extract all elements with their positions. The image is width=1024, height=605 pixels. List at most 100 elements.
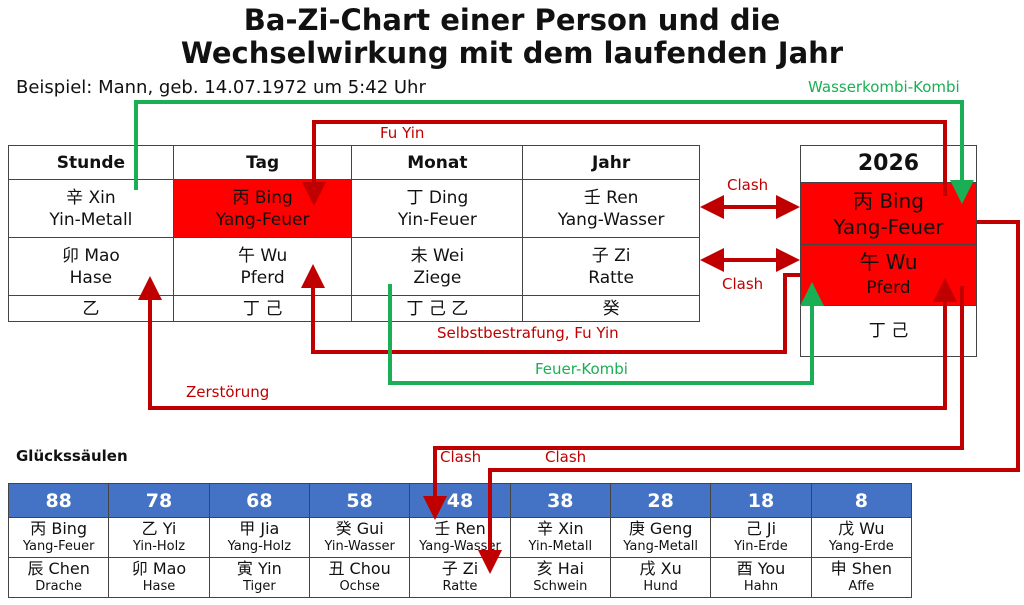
- luck-stem-cell: 己 Ji Yin-Erde: [710, 517, 812, 558]
- hidden-stems: 乙: [8, 295, 174, 322]
- luck-stem-cell: 庚 Geng Yang-Metall: [609, 517, 712, 558]
- luck-age: 78: [108, 483, 210, 518]
- animal: Hahn: [743, 578, 779, 594]
- branch: 午 Wu: [237, 245, 288, 266]
- arrow-zerstoerung: [138, 276, 957, 410]
- stem: 丙 Bing: [232, 187, 293, 208]
- stem-element: Yin-Metall: [528, 538, 593, 554]
- label-clash-1: Clash: [727, 176, 769, 194]
- subtitle: Beispiel: Mann, geb. 14.07.1972 um 5:42 …: [16, 77, 426, 98]
- luck-pillars-table: 88 78 68 58 48 38 28 18 8 丙 Bing Yang-Feuer 乙 Yi Yin…: [7, 483, 913, 598]
- header-tag: Tag: [172, 145, 353, 180]
- luck-branch-cell: 申 Shen Affe: [810, 557, 913, 598]
- stem-element: Yang-Wasser: [419, 538, 501, 554]
- animal: Schwein: [533, 578, 588, 594]
- year-hidden-stems: 丁 己: [800, 305, 977, 357]
- stem: 甲 Jia: [239, 518, 280, 538]
- luck-stem-cell: 戊 Wu Yang-Erde: [810, 517, 913, 558]
- label-clash-2: Clash: [722, 275, 764, 293]
- header-stunde: Stunde: [8, 145, 174, 180]
- label-clash-3: Clash: [440, 448, 482, 466]
- label-clash-4: Clash: [545, 448, 587, 466]
- stem-cell: 壬 Ren Yang-Wasser: [522, 179, 700, 238]
- arrow-selbstbestrafung: [301, 264, 800, 354]
- animal: Affe: [848, 578, 875, 594]
- luck-age: 58: [308, 483, 411, 518]
- luck-stem-cell: 癸 Gui Yin-Wasser: [308, 517, 411, 558]
- stem: 辛 Xin: [66, 187, 116, 208]
- arrow-clash-luck-branch: [478, 220, 1020, 574]
- stem: 戊 Wu: [838, 518, 885, 538]
- animal: Hund: [643, 578, 678, 594]
- luck-branch-cell: 亥 Hai Schwein: [509, 557, 611, 598]
- arrow-clash-luck-stem: [423, 286, 964, 520]
- animal: Hase: [69, 267, 113, 288]
- stem: 己 Ji: [745, 518, 777, 538]
- stem: 癸 Gui: [335, 518, 384, 538]
- title: Ba-Zi-Chart einer Person und die Wechselw…: [0, 4, 1024, 70]
- luck-branch-cell: 卯 Mao Hase: [108, 557, 210, 598]
- stem-cell: 辛 Xin Yin-Metall: [8, 179, 174, 238]
- arrow-feuer-kombi: [388, 282, 824, 385]
- animal: Hase: [142, 578, 176, 594]
- branch: 寅 Yin: [236, 558, 282, 578]
- stem: 丙 Bing: [852, 188, 924, 213]
- branch: 卯 Mao: [61, 245, 120, 266]
- stem-element: Yin-Wasser: [324, 538, 395, 554]
- stem: 丙 Bing: [30, 518, 88, 538]
- luck-age: 38: [509, 483, 611, 518]
- bazi-table: Stunde Tag Monat Jahr 辛 Xin Yin-Metall 丙 …: [8, 145, 700, 322]
- stem-element: Yang-Wasser: [557, 209, 665, 230]
- luck-branch-cell: 子 Zi Ratte: [409, 557, 511, 598]
- stem-element: Yang-Feuer: [833, 214, 944, 239]
- branch: 子 Zi: [591, 245, 631, 266]
- luck-stem-cell: 甲 Jia Yang-Holz: [208, 517, 310, 558]
- luck-branch-cell: 丑 Chou Ochse: [308, 557, 411, 598]
- stem: 庚 Geng: [628, 518, 693, 538]
- stem-element: Yang-Holz: [227, 538, 292, 554]
- label-zerstoerung: Zerstörung: [186, 383, 270, 401]
- stem-element: Yang-Feuer: [215, 209, 310, 230]
- luck-branch-cell: 辰 Chen Drache: [7, 557, 110, 598]
- animal: Ochse: [339, 578, 380, 594]
- arrow-fuyin: [302, 120, 947, 206]
- branch: 丑 Chou: [328, 558, 391, 578]
- branch: 未 Wei: [410, 245, 465, 266]
- luck-branch-cell: 酉 You Hahn: [710, 557, 812, 598]
- stem-element: Yin-Metall: [49, 209, 133, 230]
- branch: 午 Wu: [859, 250, 918, 274]
- luck-branch-cell: 寅 Yin Tiger: [208, 557, 310, 598]
- arrow-wasserkombi: [134, 100, 974, 204]
- branch: 亥 Hai: [536, 558, 584, 578]
- header-jahr: Jahr: [522, 145, 700, 180]
- header-monat: Monat: [351, 145, 524, 180]
- title-line-2: Wechselwirkung mit dem laufenden Jahr: [180, 36, 844, 70]
- luck-age: 88: [7, 483, 110, 518]
- luck-age: 8: [810, 483, 913, 518]
- luck-branch-cell: 戌 Xu Hund: [609, 557, 712, 598]
- stem-element: Yin-Feuer: [397, 209, 477, 230]
- luck-title: Glückssäulen: [16, 447, 128, 465]
- label-selbstbestrafung: Selbstbestrafung, Fu Yin: [437, 324, 619, 342]
- animal: Drache: [35, 578, 83, 594]
- branch: 戌 Xu: [639, 558, 682, 578]
- branch: 子 Zi: [441, 558, 479, 578]
- branch: 酉 You: [736, 558, 786, 578]
- label-feuer-kombi: Feuer-Kombi: [535, 360, 628, 378]
- title-line-1: Ba-Zi-Chart einer Person und die: [243, 3, 781, 37]
- stem-element: Yang-Metall: [623, 538, 699, 554]
- stem-element: Yang-Erde: [828, 538, 894, 554]
- stem: 壬 Ren: [434, 518, 486, 538]
- stem: 丁 Ding: [406, 187, 469, 208]
- branch: 卯 Mao: [131, 558, 187, 578]
- stem-element: Yin-Erde: [734, 538, 788, 554]
- stem-element: Yin-Holz: [132, 538, 186, 554]
- label-fuyin: Fu Yin: [380, 124, 425, 142]
- luck-age: 28: [609, 483, 712, 518]
- stem: 辛 Xin: [536, 518, 584, 538]
- stem: 乙 Yi: [141, 518, 177, 538]
- year-stem-cell: 丙 Bing Yang-Feuer: [800, 182, 977, 245]
- branch: 辰 Chen: [27, 558, 90, 578]
- animal: Tiger: [242, 578, 276, 594]
